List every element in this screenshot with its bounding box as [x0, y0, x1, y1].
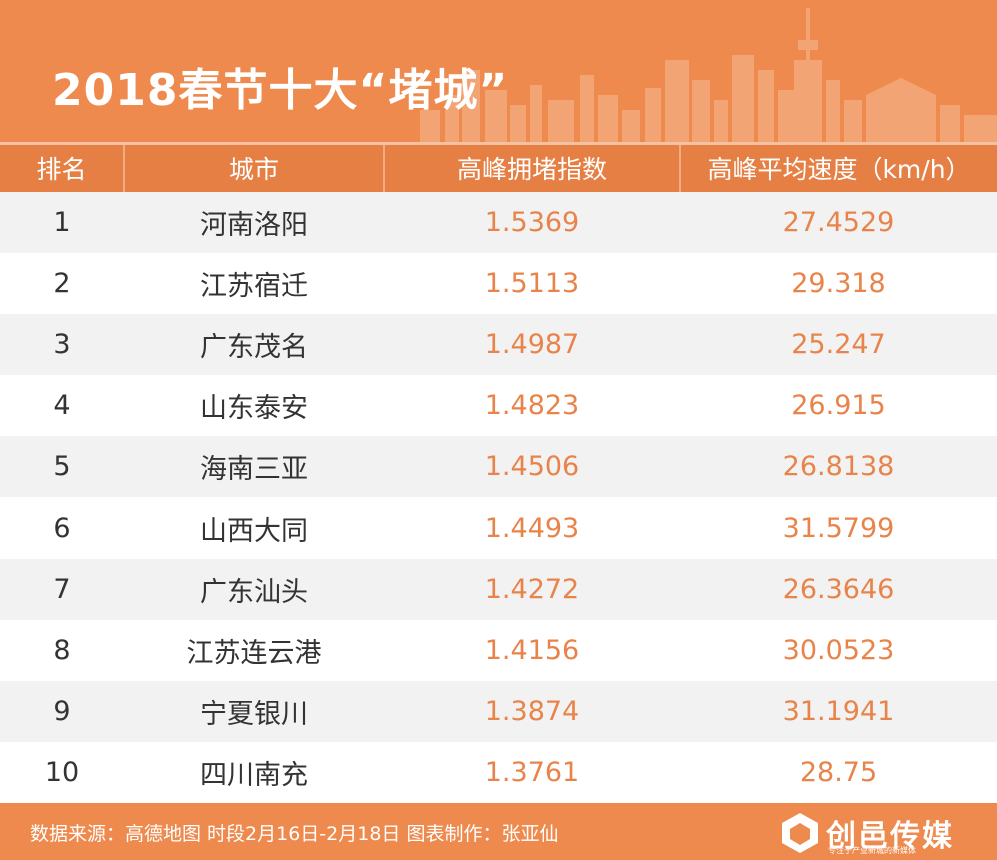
table-row: 10 四川南充 1.3761 28.75 — [0, 742, 997, 804]
rank-cell: 8 — [0, 619, 124, 681]
average-speed-cell: 26.3646 — [680, 558, 997, 620]
congestion-table: 排名 城市 高峰拥堵指数 高峰平均速度（km/h） 1 河南洛阳 1.5369 27.… — [0, 142, 997, 804]
table-row: 6 山西大同 1.4493 31.5799 — [0, 497, 997, 559]
table-row: 9 宁夏银川 1.3874 31.1941 — [0, 681, 997, 743]
rank-cell: 1 — [0, 191, 124, 253]
city-cell: 海南三亚 — [124, 436, 384, 498]
congestion-index-cell: 1.3874 — [384, 681, 680, 743]
city-cell: 江苏宿迁 — [124, 252, 384, 314]
congestion-index-cell: 1.4156 — [384, 619, 680, 681]
brand-tagline: 专注于产业新城的新媒体 — [828, 846, 916, 855]
rank-cell: 7 — [0, 558, 124, 620]
rank-cell: 6 — [0, 497, 124, 559]
average-speed-cell: 31.5799 — [680, 497, 997, 559]
rank-cell: 2 — [0, 252, 124, 314]
average-speed-cell: 29.318 — [680, 252, 997, 314]
table-row: 8 江苏连云港 1.4156 30.0523 — [0, 619, 997, 681]
table-row: 2 江苏宿迁 1.5113 29.318 — [0, 252, 997, 314]
table-row: 5 海南三亚 1.4506 26.8138 — [0, 436, 997, 498]
congestion-index-cell: 1.4987 — [384, 313, 680, 376]
column-header-rank: 排名 — [0, 142, 125, 192]
congestion-index-cell: 1.5113 — [384, 252, 680, 314]
footer-bar: 数据来源：高德地图 时段2月16日-2月18日 图表制作：张亚仙 创邑传媒 专注… — [0, 803, 997, 860]
city-cell: 山西大同 — [124, 497, 384, 559]
rank-cell: 3 — [0, 313, 124, 376]
rank-cell: 9 — [0, 681, 124, 743]
table-row: 7 广东汕头 1.4272 26.3646 — [0, 558, 997, 620]
cube-logo-icon — [782, 813, 818, 853]
city-skyline-decoration — [420, 8, 997, 142]
congestion-index-cell: 1.4493 — [384, 497, 680, 559]
city-cell: 山东泰安 — [124, 375, 384, 437]
title-banner: 2018春节十大“堵城” — [0, 0, 997, 142]
congestion-index-cell: 1.3761 — [384, 742, 680, 804]
congestion-index-cell: 1.4272 — [384, 558, 680, 620]
chart-title: 2018春节十大“堵城” — [52, 65, 509, 116]
city-cell: 广东茂名 — [124, 313, 384, 376]
rank-cell: 10 — [0, 742, 124, 804]
column-header-city: 城市 — [124, 142, 385, 192]
city-cell: 四川南充 — [124, 742, 384, 804]
brand-logo: 创邑传媒 专注于产业新城的新媒体 — [780, 807, 980, 857]
average-speed-cell: 30.0523 — [680, 619, 997, 681]
average-speed-cell: 26.8138 — [680, 436, 997, 498]
congestion-index-cell: 1.4823 — [384, 375, 680, 437]
average-speed-cell: 31.1941 — [680, 681, 997, 743]
average-speed-cell: 25.247 — [680, 313, 997, 376]
city-cell: 河南洛阳 — [124, 191, 384, 253]
brand-name: 创邑传媒 — [826, 819, 954, 854]
congestion-index-cell: 1.4506 — [384, 436, 680, 498]
column-header-speed: 高峰平均速度（km/h） — [680, 142, 997, 192]
city-cell: 江苏连云港 — [124, 619, 384, 681]
average-speed-cell: 28.75 — [680, 742, 997, 804]
rank-cell: 5 — [0, 436, 124, 498]
data-source-note: 数据来源：高德地图 时段2月16日-2月18日 图表制作：张亚仙 — [30, 823, 559, 845]
rank-cell: 4 — [0, 375, 124, 437]
table-row: 3 广东茂名 1.4987 25.247 — [0, 313, 997, 376]
city-cell: 广东汕头 — [124, 558, 384, 620]
table-row: 4 山东泰安 1.4823 26.915 — [0, 375, 997, 437]
city-cell: 宁夏银川 — [124, 681, 384, 743]
congestion-index-cell: 1.5369 — [384, 191, 680, 253]
average-speed-cell: 26.915 — [680, 375, 997, 437]
average-speed-cell: 27.4529 — [680, 191, 997, 253]
table-row: 1 河南洛阳 1.5369 27.4529 — [0, 191, 997, 253]
column-header-index: 高峰拥堵指数 — [384, 142, 681, 192]
